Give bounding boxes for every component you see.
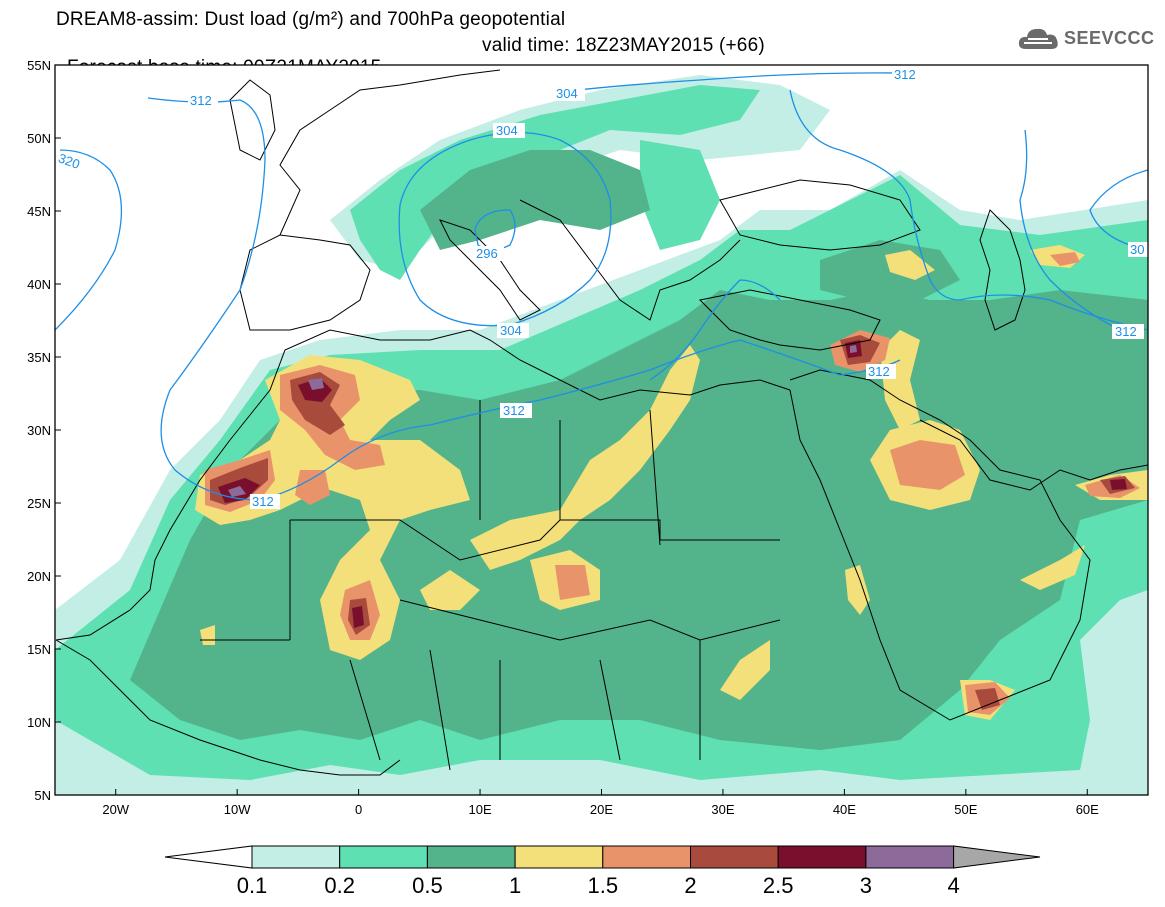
colorbar-label: 2 bbox=[684, 873, 696, 898]
colorbar-segment bbox=[865, 845, 955, 869]
coastlines bbox=[55, 69, 1148, 776]
colorbar-segment bbox=[602, 845, 691, 869]
colorbar-label: 1 bbox=[509, 873, 521, 898]
colorbar-segment bbox=[339, 845, 428, 869]
colorbar-segment bbox=[426, 845, 516, 869]
colorbar-label: 0.1 bbox=[237, 873, 268, 898]
contour-label-304-c: 304 bbox=[500, 323, 522, 338]
colorbar-segment bbox=[690, 845, 779, 869]
contour-label-30: 30 bbox=[1130, 242, 1144, 257]
valid-time: valid time: 18Z23MAY2015 (+66) bbox=[482, 35, 765, 56]
colorbar-segment bbox=[777, 845, 867, 869]
contour-label-296: 296 bbox=[476, 246, 498, 261]
contour-label-304-a: 304 bbox=[556, 86, 578, 101]
seevccc-logo: SEEVCCC bbox=[1018, 25, 1155, 51]
chart-title: DREAM8-assim: Dust load (g/m²) and 700hP… bbox=[56, 9, 566, 30]
contour-label-304-b: 304 bbox=[496, 123, 518, 138]
colorbar-label: 3 bbox=[860, 873, 872, 898]
colorbar: 0.1 0.2 0.5 1 1.5 2 2.5 3 4 bbox=[164, 845, 1041, 898]
x-tick-label: 40E bbox=[833, 802, 856, 817]
y-tick-label: 15N bbox=[27, 642, 51, 657]
contour-labels: 312 320 304 304 296 304 312 312 312 312 … bbox=[56, 67, 1148, 509]
x-tick-label: 50E bbox=[954, 802, 977, 817]
colorbar-label: 1.5 bbox=[588, 873, 619, 898]
y-tick-label: 30N bbox=[27, 423, 51, 438]
contour-label-312-a: 312 bbox=[190, 93, 212, 108]
y-tick-label: 5N bbox=[34, 788, 51, 803]
colorbar-label: 4 bbox=[947, 873, 959, 898]
x-tick-label: 0 bbox=[355, 802, 362, 817]
y-tick-label: 35N bbox=[27, 350, 51, 365]
colorbar-label: 0.5 bbox=[412, 873, 443, 898]
geopotential-contours bbox=[55, 72, 1148, 501]
logo-text: SEEVCCC bbox=[1064, 27, 1155, 48]
contour-label-312-e: 312 bbox=[894, 67, 916, 82]
x-tick-label: 10E bbox=[468, 802, 491, 817]
x-tick-label: 20W bbox=[102, 802, 129, 817]
contour-label-312-b: 312 bbox=[503, 403, 525, 418]
colorbar-label: 2.5 bbox=[763, 873, 794, 898]
colorbar-segment bbox=[514, 845, 604, 869]
colorbar-segment bbox=[251, 845, 341, 869]
y-tick-label: 55N bbox=[27, 58, 51, 73]
x-tick-label: 10W bbox=[224, 802, 251, 817]
dust-field: 312 320 304 304 296 304 312 312 312 312 … bbox=[55, 65, 1148, 795]
colorbar-label: 0.2 bbox=[324, 873, 355, 898]
y-tick-label: 10N bbox=[27, 715, 51, 730]
y-tick-label: 50N bbox=[27, 131, 51, 146]
y-tick-label: 45N bbox=[27, 204, 51, 219]
x-tick-label: 30E bbox=[711, 802, 734, 817]
x-tick-label: 20E bbox=[590, 802, 613, 817]
dust-level-3 bbox=[228, 345, 857, 497]
contour-label-312-d: 312 bbox=[868, 364, 890, 379]
colorbar-min-arrow bbox=[164, 845, 253, 869]
contour-label-320: 320 bbox=[56, 150, 82, 172]
x-tick-label: 60E bbox=[1076, 802, 1099, 817]
y-tick-label: 20N bbox=[27, 569, 51, 584]
y-tick-label: 25N bbox=[27, 496, 51, 511]
cloud-icon bbox=[1018, 28, 1058, 49]
contour-label-312-f: 312 bbox=[1115, 324, 1137, 339]
colorbar-max-arrow bbox=[953, 845, 1041, 869]
y-tick-label: 40N bbox=[27, 277, 51, 292]
map-axes: 20W 10W 0 10E 20E 30E 40E 50E 60E 55N 50N 45N 40N 35N… bbox=[27, 58, 1099, 817]
contour-label-312-c: 312 bbox=[252, 494, 274, 509]
